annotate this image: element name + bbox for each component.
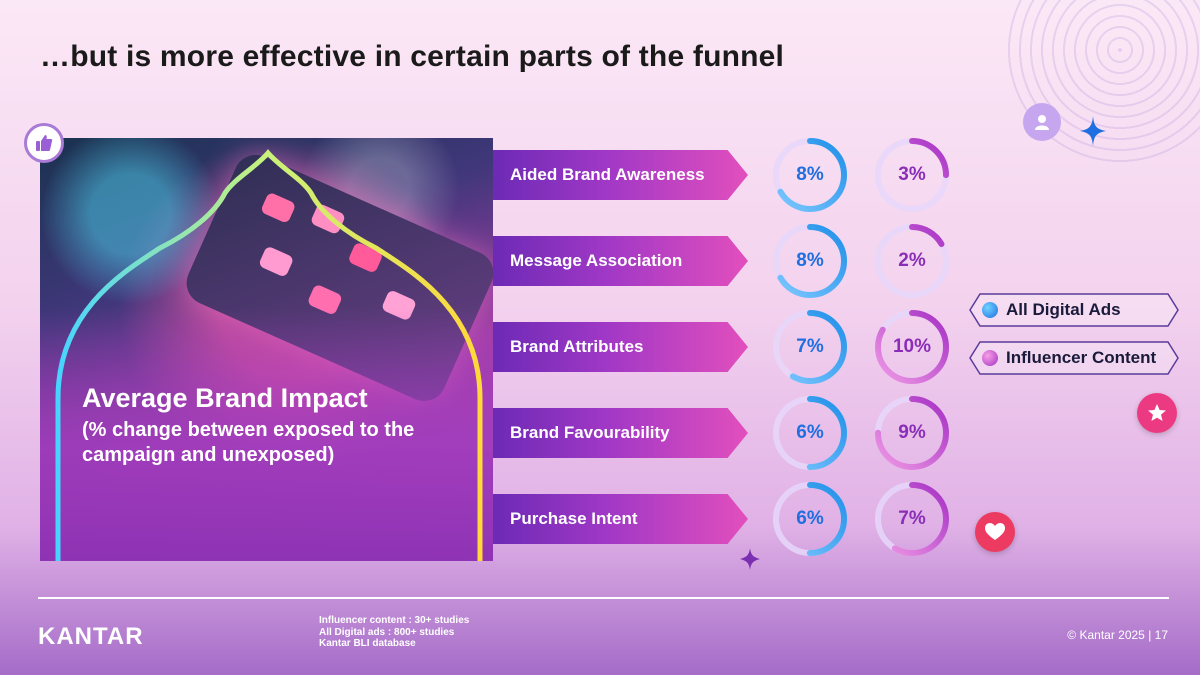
ring-arc	[875, 310, 949, 384]
ring-all-digital-ads: 8%	[772, 137, 848, 213]
ring-influencer-content: 10%	[874, 309, 950, 385]
ring-arc	[773, 138, 847, 212]
legend-swatch-influencer	[982, 350, 998, 366]
ring-value-label: 8%	[796, 164, 824, 185]
ring-all-digital-ads: 6%	[772, 481, 848, 557]
ring-value-label: 7%	[796, 336, 824, 357]
sparkle-icon	[1080, 116, 1106, 146]
ring-value-label: 10%	[892, 336, 932, 357]
legend-label: Influencer Content	[1006, 348, 1157, 367]
ring-arc	[875, 396, 949, 470]
category-label: Brand Favourability	[493, 408, 748, 458]
ring-arc	[773, 310, 847, 384]
copyright: © Kantar 2025 | 17	[1067, 628, 1168, 642]
ring-influencer-content: 2%	[874, 223, 950, 299]
category-label: Brand Attributes	[493, 322, 748, 372]
ring-arc	[875, 138, 949, 212]
card-subheading: (% change between exposed to the campaig…	[82, 419, 415, 466]
ring-value-label: 6%	[796, 508, 824, 529]
kantar-logo: KANTAR	[38, 623, 144, 650]
ring-value-label: 3%	[898, 164, 926, 185]
sources-note: Influencer content : 30+ studies All Dig…	[319, 615, 469, 650]
ring-influencer-content: 7%	[874, 481, 950, 557]
ring-all-digital-ads: 7%	[772, 309, 848, 385]
ring-arc	[773, 482, 847, 556]
thumbs-up-icon	[24, 123, 64, 163]
ring-arc	[773, 224, 847, 298]
ring-value-label: 9%	[898, 422, 926, 443]
ring-influencer-content: 9%	[874, 395, 950, 471]
category-label: Message Association	[493, 236, 748, 286]
legend-item-influencer-content: Influencer Content	[968, 340, 1180, 376]
arch-frame	[55, 149, 483, 561]
category-label: Aided Brand Awareness	[493, 150, 748, 200]
campaign-photo: Average Brand Impact (% change between e…	[40, 138, 493, 561]
ring-influencer-content: 3%	[874, 137, 950, 213]
ring-arc	[875, 224, 949, 298]
slide-title: …but is more effective in certain parts …	[40, 40, 785, 73]
ring-arc	[773, 396, 847, 470]
ring-value-label: 2%	[898, 250, 926, 271]
star-icon	[1137, 393, 1177, 433]
ring-arc	[875, 482, 949, 556]
legend-label: All Digital Ads	[1006, 300, 1121, 319]
source-line: Kantar BLI database	[319, 638, 416, 649]
category-label: Purchase Intent	[493, 494, 748, 544]
heart-icon	[975, 512, 1015, 552]
source-line: Influencer content : 30+ studies	[319, 615, 470, 626]
ring-all-digital-ads: 6%	[772, 395, 848, 471]
ring-value-label: 7%	[898, 508, 926, 529]
ring-all-digital-ads: 8%	[772, 223, 848, 299]
ring-value-label: 8%	[796, 250, 824, 271]
user-icon	[1023, 103, 1061, 141]
legend-swatch-digital	[982, 302, 998, 318]
ring-value-label: 6%	[796, 422, 824, 443]
card-heading: Average Brand Impact	[82, 383, 368, 413]
source-line: All Digital ads : 800+ studies	[319, 626, 455, 638]
footer-divider	[38, 597, 1169, 599]
legend-item-all-digital-ads: All Digital Ads	[968, 292, 1180, 328]
sparkle-icon	[740, 548, 760, 570]
